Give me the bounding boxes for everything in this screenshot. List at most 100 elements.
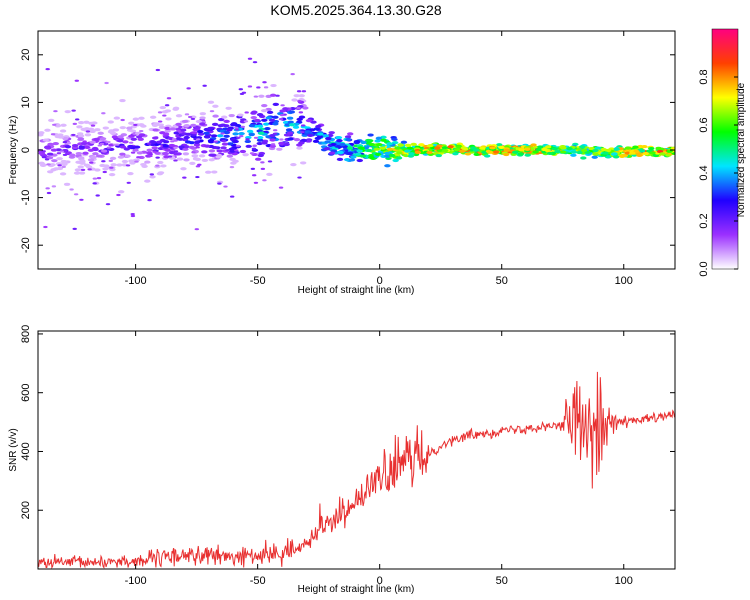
spectrogram-cell xyxy=(348,158,356,162)
spectrogram-cell xyxy=(193,140,201,144)
spectrogram-cell xyxy=(102,126,110,130)
spectrogram-cell xyxy=(566,147,573,151)
spectrogram-cell xyxy=(283,142,290,147)
spectrogram-cell xyxy=(71,143,79,148)
spectrogram-cell xyxy=(344,135,352,139)
spectrogram-cell xyxy=(42,138,50,142)
spectrogram-cell xyxy=(346,146,354,150)
spectrogram-cell xyxy=(234,126,239,129)
spectrogram-cell xyxy=(268,118,276,122)
spectrogram-cell xyxy=(641,144,648,149)
spectrogram-cell xyxy=(130,212,135,216)
spectrogram-cell xyxy=(272,102,280,106)
spectrogram-cell xyxy=(225,148,230,152)
spectrogram-cell xyxy=(366,148,373,153)
spectrogram-cell xyxy=(157,160,164,165)
spectrogram-cell xyxy=(184,132,192,136)
spectrogram-cell xyxy=(498,145,505,149)
spectrogram-cell xyxy=(77,137,85,141)
spectrogram-cell xyxy=(46,152,54,156)
spectrogram-cell xyxy=(232,132,239,136)
spectrogram-cell xyxy=(162,152,169,156)
spectrogram-cell xyxy=(285,128,293,132)
spectrogram-cell xyxy=(296,146,303,150)
spectrogram-cell xyxy=(358,146,366,150)
spectrogram-cell xyxy=(134,160,139,163)
spectrogram-cell xyxy=(109,156,117,160)
spectrogram-cell xyxy=(434,146,441,150)
spectrogram-cell xyxy=(279,138,284,141)
spectrogram-cell xyxy=(52,141,59,146)
spectrogram-cell xyxy=(43,225,48,229)
spectrogram-cell xyxy=(272,115,279,119)
spectrogram-cell xyxy=(570,150,578,154)
spectrogram-cell xyxy=(128,121,135,125)
spectrogram-cell xyxy=(77,165,84,169)
spectrogram-cell xyxy=(613,147,620,151)
spectrogram-cell xyxy=(570,153,577,157)
spectrogram-cell xyxy=(183,158,190,162)
spectrogram-cell xyxy=(83,163,91,167)
spectrogram-cell xyxy=(554,150,561,154)
spectrogram-cell xyxy=(119,145,127,149)
spectrogram-cell xyxy=(123,147,131,151)
spectrogram-cell xyxy=(207,100,215,104)
spectrogram-cell xyxy=(178,125,183,129)
spectrogram-cell xyxy=(223,119,230,123)
spectrogram-cell xyxy=(79,198,84,201)
spectrogram-cell xyxy=(44,128,51,132)
spectrogram-cell xyxy=(180,167,187,171)
spectrogram-cell xyxy=(60,159,68,164)
spectrogram-cell xyxy=(162,144,169,148)
spectrogram-cell xyxy=(121,159,129,164)
spectrogram-cell xyxy=(262,179,267,182)
spectrogram-cell xyxy=(46,163,51,166)
spectrogram-cell xyxy=(410,142,417,146)
spectrogram-cell xyxy=(138,123,145,127)
spectrogram-cell xyxy=(292,125,300,129)
spectrogram-cell xyxy=(56,152,62,155)
spectrogram-cell xyxy=(278,186,284,189)
spectrogram-cell xyxy=(173,150,179,153)
spectrogram-cell xyxy=(38,133,44,137)
spectrogram-cell xyxy=(612,155,620,159)
spectrogram-cell xyxy=(414,150,422,155)
spectrogram-cell xyxy=(266,110,274,115)
spectrogram-cell xyxy=(293,138,301,142)
spectrogram-cell xyxy=(253,181,259,184)
spectrogram-cell xyxy=(251,147,257,150)
spectrogram-cell xyxy=(162,132,170,136)
spectrogram-cell xyxy=(53,110,58,113)
spectrogram-cell xyxy=(459,149,466,153)
spectrogram-cell xyxy=(138,116,145,120)
colorbar-bar xyxy=(711,28,739,270)
spectrogram-cell xyxy=(256,141,263,146)
snr-ytick-label: 800 xyxy=(20,325,32,343)
spectrogram-xtick-label: 100 xyxy=(615,275,633,287)
spectrogram-cell xyxy=(95,194,100,197)
spectrogram-cell xyxy=(287,131,294,135)
spectrogram-cell xyxy=(269,144,277,148)
spectrogram-cell xyxy=(230,123,237,127)
spectrogram-cell xyxy=(49,163,56,167)
spectrogram-cell xyxy=(166,97,172,100)
spectrogram-cell xyxy=(82,140,87,143)
colorbar-tick-label: 0.2 xyxy=(698,213,710,228)
spectrogram-cell xyxy=(113,116,121,120)
spectrogram-cell xyxy=(234,149,239,152)
spectrogram-cell xyxy=(267,160,273,163)
spectrogram-cell xyxy=(238,132,245,136)
spectrogram-cell xyxy=(144,160,151,164)
spectrogram-cell xyxy=(258,131,265,135)
spectrogram-cell xyxy=(194,228,200,231)
spectrogram-cell xyxy=(189,161,196,165)
spectrogram-cell xyxy=(144,179,151,183)
spectrogram-cell xyxy=(223,130,230,135)
spectrogram-cell xyxy=(216,149,223,153)
spectrogram-cell xyxy=(173,159,178,162)
spectrogram-cell xyxy=(164,104,170,107)
spectrogram-cell xyxy=(193,143,201,147)
spectrogram-cell xyxy=(59,129,67,133)
spectrogram-cell xyxy=(102,164,110,168)
spectrogram-cell xyxy=(137,137,144,141)
